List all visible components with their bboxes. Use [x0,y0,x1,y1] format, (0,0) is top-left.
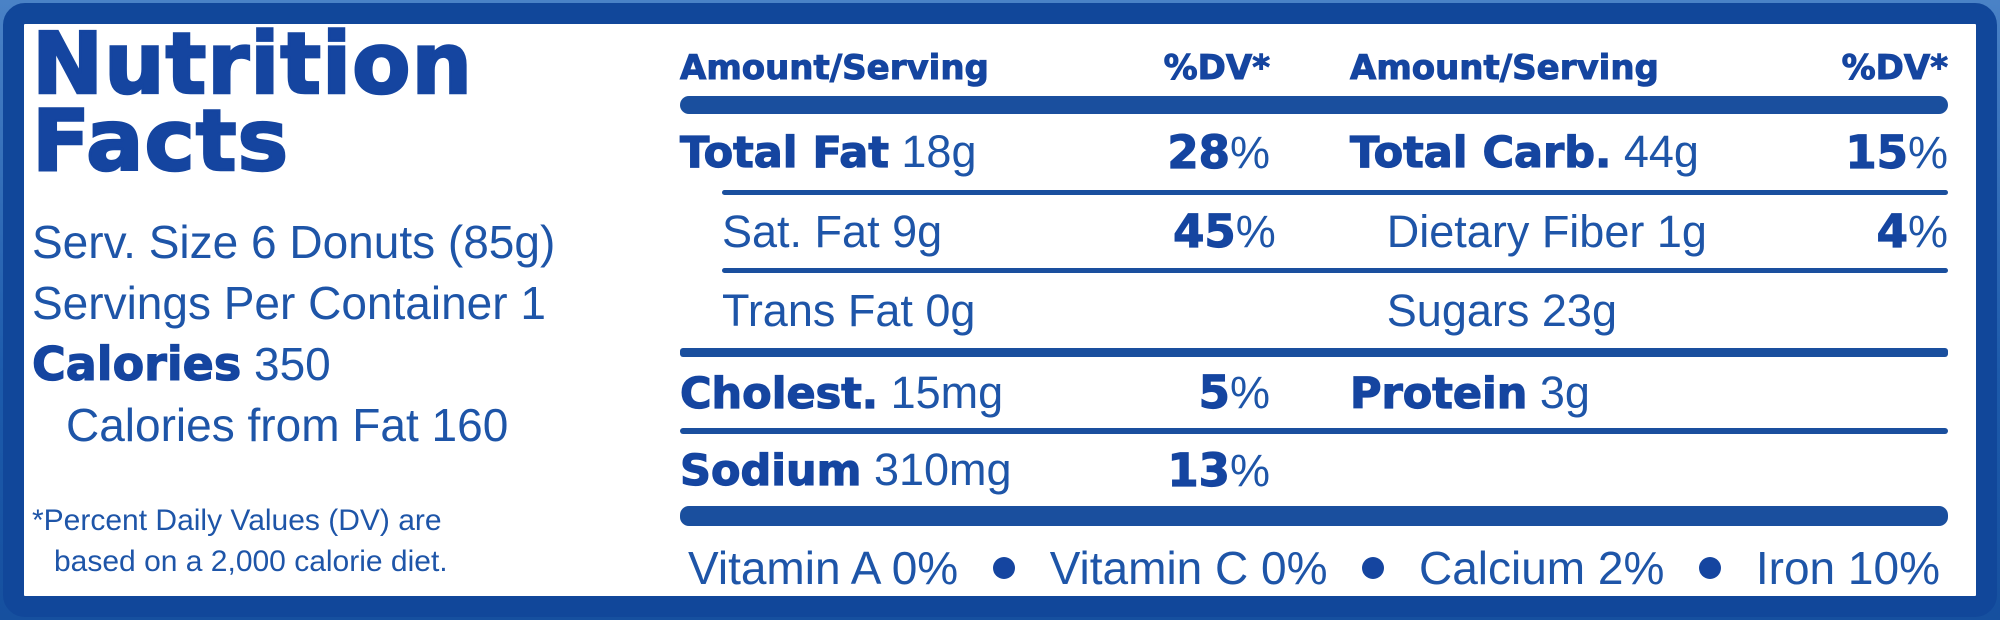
sat-fat-cell: Sat. Fat 9g [680,206,1154,258]
label-title: Nutrition Facts [31,21,668,186]
protein-name: Protein [1349,368,1528,419]
protein-cell: Protein 3g [1349,366,1808,420]
row-divider [680,428,1948,434]
dietary-fiber-name: Dietary Fiber [1386,205,1645,257]
cholesterol-dv: 5% [1198,365,1270,419]
row-divider [722,268,1948,273]
sugars-name: Sugars [1386,284,1530,336]
trans-fat-amount: 0g [925,284,976,336]
dv-header-left: %DV* [1163,48,1270,89]
footer-divider-bar [680,506,1948,526]
calories-label: Calories [31,336,242,391]
table-header: Amount/Serving %DV* Amount/Serving %DV* [680,24,1949,96]
calories-line: Calories 350 [31,334,555,395]
total-carb-amount: 44g [1623,126,1699,177]
vitamins-row: Vitamin A 0% Vitamin C 0% Calcium 2% Iro… [680,526,1948,596]
serving-size: Serv. Size 6 Donuts (85g) [32,216,556,268]
sat-fat-amount: 9g [892,205,943,257]
dietary-fiber-amount: 1g [1656,205,1707,257]
cholesterol-amount: 15mg [890,366,1004,418]
sodium-amount: 310mg [873,444,1012,495]
row-divider [722,190,1948,195]
calcium-value: Calcium 2% [1418,542,1665,594]
bullet-icon [1699,557,1722,579]
servings-per-container: Servings Per Container 1 [32,277,546,329]
sodium-dv: 13% [1167,443,1270,497]
total-carb-cell: Total Carb. 44g [1349,126,1808,179]
sugars-cell: Sugars 23g [1351,285,1817,337]
protein-amount: 3g [1539,366,1590,418]
total-fat-name: Total Fat [679,127,889,178]
sat-fat-name: Sat. Fat [722,205,880,257]
cholesterol-name: Cholest. [679,368,879,419]
vitamin-a-value: Vitamin A 0% [688,542,959,594]
nutrient-table: Amount/Serving %DV* Amount/Serving %DV* … [679,24,1949,596]
dietary-fiber-dv: 4% [1876,204,1948,258]
nutrient-row-cholesterol-protein: Cholest. 15mg 5% Protein 3g [679,357,1948,428]
nutrient-row-trans-fat-sugars: Trans Fat 0g Sugars 23g [680,273,1948,348]
bullet-icon [1362,557,1385,579]
amount-serving-header-right: Amount/Serving [1350,48,1660,89]
header-right-column: Amount/Serving %DV* [1350,48,1949,89]
total-fat-cell: Total Fat 18g [679,126,1140,179]
footnote-line-2: based on a 2,000 calorie diet. [54,545,448,578]
total-carb-name: Total Carb. [1349,127,1612,178]
dv-header-right: %DV* [1841,48,1948,89]
title-line-2: Facts [31,92,290,191]
cholesterol-cell: Cholest. 15mg [679,366,1140,420]
vitamin-c-value: Vitamin C 0% [1049,542,1328,594]
total-carb-dv: 15% [1845,125,1948,179]
iron-value: Iron 10% [1755,542,1940,594]
amount-serving-header-left: Amount/Serving [680,48,990,89]
dv-footnote: *Percent Daily Values (DV) are based on … [32,500,448,582]
header-divider-bar [680,96,1948,114]
total-fat-amount: 18g [901,126,977,177]
sodium-name: Sodium [679,445,862,496]
dietary-fiber-cell: Dietary Fiber 1g [1351,206,1817,258]
calories-value: 350 [253,338,331,390]
nutrient-row-sodium: Sodium 310mg 13% [679,434,1948,506]
footnote-line-1: *Percent Daily Values (DV) are [32,504,442,537]
serving-info: Serv. Size 6 Donuts (85g) Servings Per C… [31,212,556,456]
trans-fat-name: Trans Fat [722,284,913,336]
sat-fat-dv: 45% [1172,204,1276,258]
sodium-cell: Sodium 310mg [679,444,1140,497]
nutrient-row-total-fat-total-carb: Total Fat 18g 28% Total Carb. 44g 15% [679,114,1948,190]
title-line-1: Nutrition [31,15,474,114]
trans-fat-cell: Trans Fat 0g [680,285,1154,337]
calories-from-fat: Calories from Fat 160 [66,399,509,451]
header-left-column: Amount/Serving %DV* [680,48,1271,89]
bullet-icon [992,557,1015,579]
left-panel: Nutrition Facts Serv. Size 6 Donuts (85g… [31,21,668,592]
nutrition-label: Nutrition Facts Serv. Size 6 Donuts (85g… [3,3,1997,617]
section-divider [680,348,1948,357]
label-inner: Nutrition Facts Serv. Size 6 Donuts (85g… [24,21,1976,596]
sugars-amount: 23g [1541,284,1617,336]
nutrient-row-sat-fat-dietary-fiber: Sat. Fat 9g 45% Dietary Fiber 1g 4% [680,195,1948,268]
total-fat-dv: 28% [1167,125,1270,179]
